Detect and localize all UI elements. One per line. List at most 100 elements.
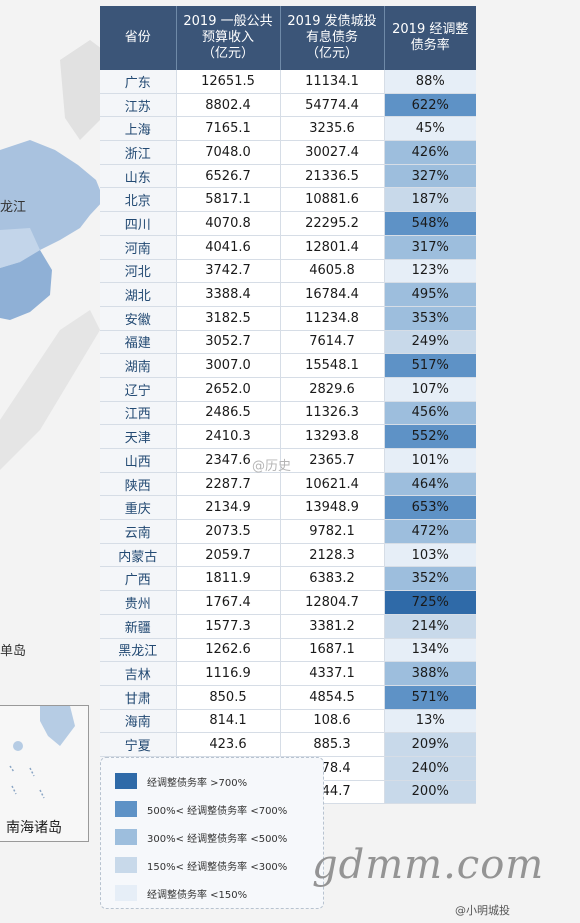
rate-cell: 472% (383, 519, 476, 544)
province-cell: 安徽 (100, 306, 177, 331)
revenue-cell: 2059.7 (176, 543, 281, 568)
province-cell: 陕西 (100, 472, 177, 497)
debt-cell: 9782.1 (280, 519, 385, 544)
map-shapes (0, 40, 110, 470)
province-cell: 福建 (100, 330, 177, 355)
debt-cell: 885.3 (280, 732, 385, 757)
legend-item: 500%< 经调整债务率 <700% (115, 798, 287, 820)
account-watermark: @小明城投 (455, 904, 510, 917)
rate-cell: 209% (383, 732, 476, 757)
revenue-cell: 7165.1 (176, 116, 281, 142)
table-row: 浙江 7048.0 30027.4 426% (100, 140, 476, 165)
rate-cell: 622% (383, 93, 476, 118)
revenue-cell: 7048.0 (176, 140, 281, 165)
province-cell: 广东 (100, 70, 177, 94)
debt-cell: 10881.6 (280, 187, 385, 213)
legend-swatch (115, 773, 137, 789)
province-cell: 宁夏 (100, 732, 177, 757)
province-cell: 四川 (100, 211, 177, 236)
legend-swatch (115, 885, 137, 901)
table-row: 陕西 2287.7 10621.4 464% (100, 472, 476, 497)
rate-cell: 317% (383, 235, 476, 260)
rate-cell: 456% (383, 401, 476, 426)
revenue-cell: 3742.7 (176, 259, 281, 284)
revenue-cell: 2410.3 (176, 424, 281, 449)
table-header-row: 省份 2019 一般公共 预算收入 （亿元） 2019 发债城投 有息债务 （亿… (100, 6, 476, 70)
revenue-cell: 3052.7 (176, 330, 281, 355)
table-row: 甘肃 850.5 4854.5 571% (100, 685, 476, 710)
inset-label-nanhai: 南海诸岛 (6, 820, 62, 836)
revenue-cell: 1811.9 (176, 566, 281, 592)
revenue-cell: 1767.4 (176, 590, 281, 615)
table-row: 湖北 3388.4 16784.4 495% (100, 282, 476, 307)
revenue-cell: 5817.1 (176, 187, 281, 213)
rate-cell: 352% (383, 566, 476, 592)
rate-cell: 725% (383, 590, 476, 615)
legend-item: 经调整债务率 <150% (115, 882, 247, 904)
debt-cell: 12801.4 (280, 235, 385, 260)
revenue-cell: 850.5 (176, 685, 281, 710)
table-row: 黑龙江 1262.6 1687.1 134% (100, 638, 476, 663)
table-row: 新疆 1577.3 3381.2 214% (100, 614, 476, 639)
province-cell: 云南 (100, 519, 177, 544)
rate-cell: 552% (383, 424, 476, 449)
province-cell: 浙江 (100, 140, 177, 165)
province-cell: 贵州 (100, 590, 177, 615)
revenue-cell: 423.6 (176, 732, 281, 757)
table-row: 安徽 3182.5 11234.8 353% (100, 306, 476, 331)
table-row: 四川 4070.8 22295.2 548% (100, 211, 476, 236)
debt-cell: 21336.5 (280, 164, 385, 189)
rate-cell: 103% (383, 543, 476, 568)
debt-cell: 6383.2 (280, 566, 385, 592)
province-cell: 上海 (100, 116, 177, 142)
debt-cell: 13293.8 (280, 424, 385, 449)
rate-cell: 13% (383, 709, 476, 734)
site-watermark: gdmm.com (312, 842, 545, 888)
revenue-cell: 4070.8 (176, 211, 281, 236)
rate-cell: 187% (383, 187, 476, 213)
province-cell: 山东 (100, 164, 177, 189)
rate-cell: 240% (383, 756, 476, 781)
legend-item: 经调整债务率 >700% (115, 770, 247, 792)
rate-cell: 249% (383, 330, 476, 355)
revenue-cell: 12651.5 (176, 70, 281, 94)
rate-cell: 548% (383, 211, 476, 236)
debt-cell: 54774.4 (280, 93, 385, 118)
province-cell: 内蒙古 (100, 543, 177, 568)
table-row: 山东 6526.7 21336.5 327% (100, 164, 476, 189)
table-row: 福建 3052.7 7614.7 249% (100, 330, 476, 355)
legend-label: 经调整债务率 >700% (147, 777, 248, 789)
south-china-sea-inset: 南海诸岛 (0, 705, 89, 842)
table-row: 重庆 2134.9 13948.9 653% (100, 495, 476, 521)
debt-cell: 108.6 (280, 709, 385, 734)
rate-cell: 464% (383, 472, 476, 497)
legend: 经调整债务率 >700% 500%< 经调整债务率 <700% 300%< 经调整债… (100, 757, 324, 909)
table-row: 北京 5817.1 10881.6 187% (100, 187, 476, 213)
debt-cell: 4337.1 (280, 661, 385, 686)
table-row: 天津 2410.3 13293.8 552% (100, 424, 476, 449)
revenue-cell: 2287.7 (176, 472, 281, 497)
revenue-cell: 2134.9 (176, 495, 281, 521)
table-row: 河北 3742.7 4605.8 123% (100, 259, 476, 284)
province-cell: 重庆 (100, 495, 177, 521)
legend-swatch (115, 801, 137, 817)
revenue-cell: 3007.0 (176, 353, 281, 378)
legend-label: 500%< 经调整债务率 <700% (147, 805, 288, 817)
province-cell: 湖北 (100, 282, 177, 307)
rate-cell: 571% (383, 685, 476, 710)
legend-swatch (115, 857, 137, 873)
map-label-island: 单岛 (0, 644, 27, 659)
rate-cell: 517% (383, 353, 476, 378)
center-watermark: @历史 (252, 459, 292, 474)
revenue-cell: 1577.3 (176, 614, 281, 639)
debt-cell: 12804.7 (280, 590, 385, 615)
debt-cell: 1687.1 (280, 638, 385, 663)
legend-item: 300%< 经调整债务率 <500% (115, 826, 287, 848)
background-map: 龙江 单岛 (0, 0, 110, 923)
province-cell: 河南 (100, 235, 177, 260)
debt-cell: 11234.8 (280, 306, 385, 331)
debt-cell: 4605.8 (280, 259, 385, 284)
revenue-cell: 2652.0 (176, 377, 281, 402)
rate-cell: 45% (383, 116, 476, 142)
province-cell: 黑龙江 (100, 638, 177, 663)
